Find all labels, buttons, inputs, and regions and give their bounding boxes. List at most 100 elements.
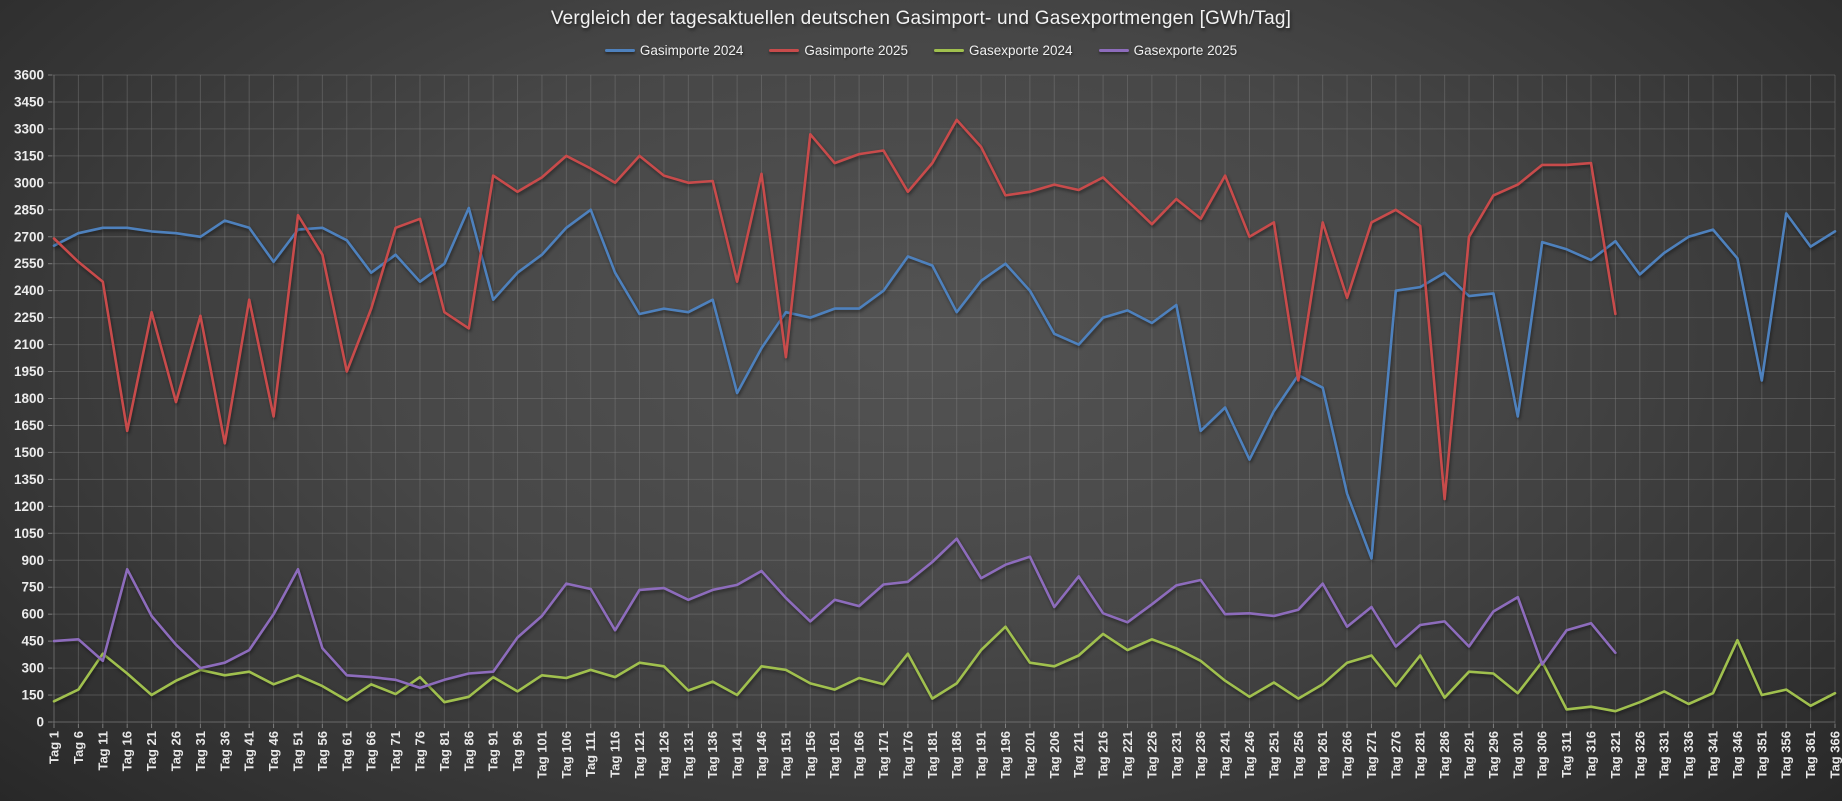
x-tick-label: Tag 86 [461, 731, 476, 771]
x-tick-label: Tag 106 [559, 731, 574, 778]
x-tick-label: Tag 136 [705, 731, 720, 778]
x-tick-label: Tag 131 [681, 731, 696, 778]
legend: Gasimporte 2024 Gasimporte 2025 Gasexpor… [0, 43, 1842, 58]
legend-swatch-purple-icon [1098, 49, 1129, 52]
x-tick-label: Tag 21 [144, 731, 159, 771]
x-tick-label: Tag 41 [242, 731, 257, 771]
x-tick-label: Tag 66 [364, 731, 379, 771]
x-tick-label: Tag 96 [510, 731, 525, 771]
x-tick-label: Tag 91 [486, 731, 501, 771]
x-tick-label: Tag 101 [534, 731, 549, 778]
legend-label: Gasimporte 2025 [804, 43, 908, 58]
x-tick-label: Tag 241 [1218, 731, 1233, 778]
series-line-gasimporte-2025 [52, 118, 1617, 501]
x-tick-label: Tag 36 [217, 731, 232, 771]
y-tick-label: 3000 [14, 175, 44, 190]
x-tick-label: Tag 161 [827, 731, 842, 778]
x-tick-label: Tag 156 [803, 731, 818, 778]
y-tick-label: 3300 [14, 121, 44, 136]
legend-item-gasimporte-2025: Gasimporte 2025 [769, 43, 908, 58]
x-tick-label: Tag 71 [388, 731, 403, 771]
x-tick-label: Tag 201 [1022, 731, 1037, 778]
y-tick-label: 2400 [14, 283, 44, 298]
legend-item-gasexporte-2025: Gasexporte 2025 [1098, 43, 1238, 58]
x-tick-label: Tag 176 [900, 731, 915, 778]
x-tick-label: Tag 141 [730, 731, 745, 778]
x-tick-label: Tag 311 [1559, 731, 1574, 778]
x-tick-label: Tag 286 [1437, 731, 1452, 778]
x-tick-label: Tag 266 [1340, 731, 1355, 778]
y-tick-label: 2850 [14, 202, 44, 217]
x-tick-label: Tag 181 [925, 731, 940, 778]
x-tick-label: Tag 276 [1388, 731, 1403, 778]
x-tick-label: Tag 306 [1535, 731, 1550, 778]
x-tick-label: Tag 186 [949, 731, 964, 778]
x-tick-label: Tag 206 [1047, 731, 1062, 778]
x-tick-label: Tag 121 [632, 731, 647, 778]
x-tick-label: Tag 116 [608, 731, 623, 778]
y-tick-label: 600 [21, 607, 44, 622]
x-tick-label: Tag 191 [974, 731, 989, 778]
x-tick-label: Tag 361 [1803, 731, 1818, 778]
y-tick-label: 0 [36, 715, 44, 730]
x-tick-label: Tag 301 [1510, 731, 1525, 778]
x-tick-label: Tag 236 [1193, 731, 1208, 778]
x-tick-label: Tag 351 [1754, 731, 1769, 778]
legend-swatch-blue-icon [604, 49, 635, 52]
y-tick-label: 1950 [14, 364, 44, 379]
x-tick-label: Tag 261 [1315, 731, 1330, 778]
y-tick-label: 750 [21, 580, 44, 595]
x-tick-label: Tag 31 [193, 731, 208, 771]
y-tick-label: 2700 [14, 229, 44, 244]
y-tick-label: 3150 [14, 148, 44, 163]
x-tick-label: Tag 81 [437, 731, 452, 771]
y-tick-label: 3450 [14, 94, 44, 109]
y-tick-label: 2550 [14, 256, 44, 271]
x-tick-label: Tag 336 [1681, 731, 1696, 778]
series-line-gasimporte-2024 [52, 206, 1837, 560]
x-tick-label: Tag 331 [1657, 731, 1672, 778]
x-tick-label: Tag 211 [1071, 731, 1086, 778]
y-tick-label: 3600 [14, 68, 44, 83]
x-tick-label: Tag 321 [1608, 731, 1623, 778]
series-line-gasexporte-2024 [52, 625, 1837, 713]
x-tick-label: Tag 171 [876, 731, 891, 778]
y-tick-label: 1350 [14, 472, 44, 487]
series-line-gasexporte-2025 [52, 537, 1617, 690]
x-tick-label: Tag 366 [1828, 731, 1842, 778]
x-tick-label: Tag 166 [852, 731, 867, 778]
x-tick-label: Tag 1 [47, 731, 62, 764]
x-tick-label: Tag 326 [1632, 731, 1647, 778]
x-tick-label: Tag 16 [120, 731, 135, 771]
legend-label: Gasexporte 2025 [1133, 43, 1238, 58]
x-tick-label: Tag 6 [71, 731, 86, 764]
x-tick-label: Tag 216 [1096, 731, 1111, 778]
x-tick-label: Tag 226 [1144, 731, 1159, 778]
x-tick-label: Tag 151 [778, 731, 793, 778]
x-tick-label: Tag 146 [754, 731, 769, 778]
legend-item-gasimporte-2024: Gasimporte 2024 [604, 43, 743, 58]
x-tick-label: Tag 111 [583, 731, 598, 777]
y-tick-label: 300 [21, 661, 44, 676]
x-tick-label: Tag 61 [339, 731, 354, 771]
x-tick-label: Tag 26 [168, 731, 183, 771]
y-tick-label: 2100 [14, 337, 44, 352]
x-tick-label: Tag 56 [315, 731, 330, 771]
x-tick-label: Tag 296 [1486, 731, 1501, 778]
legend-swatch-green-icon [933, 49, 964, 52]
x-tick-label: Tag 291 [1462, 731, 1477, 778]
y-tick-label: 150 [21, 688, 44, 703]
x-tick-label: Tag 196 [998, 731, 1013, 778]
x-tick-label: Tag 231 [1169, 731, 1184, 778]
y-tick-label: 900 [21, 553, 44, 568]
x-tick-label: Tag 126 [656, 731, 671, 778]
y-tick-label: 1650 [14, 418, 44, 433]
x-tick-label: Tag 51 [290, 731, 305, 771]
x-tick-label: Tag 271 [1364, 731, 1379, 778]
x-tick-label: Tag 316 [1584, 731, 1599, 778]
legend-item-gasexporte-2024: Gasexporte 2024 [933, 43, 1073, 58]
x-tick-label: Tag 281 [1413, 731, 1428, 778]
legend-swatch-red-icon [769, 49, 800, 52]
y-tick-label: 2250 [14, 310, 44, 325]
